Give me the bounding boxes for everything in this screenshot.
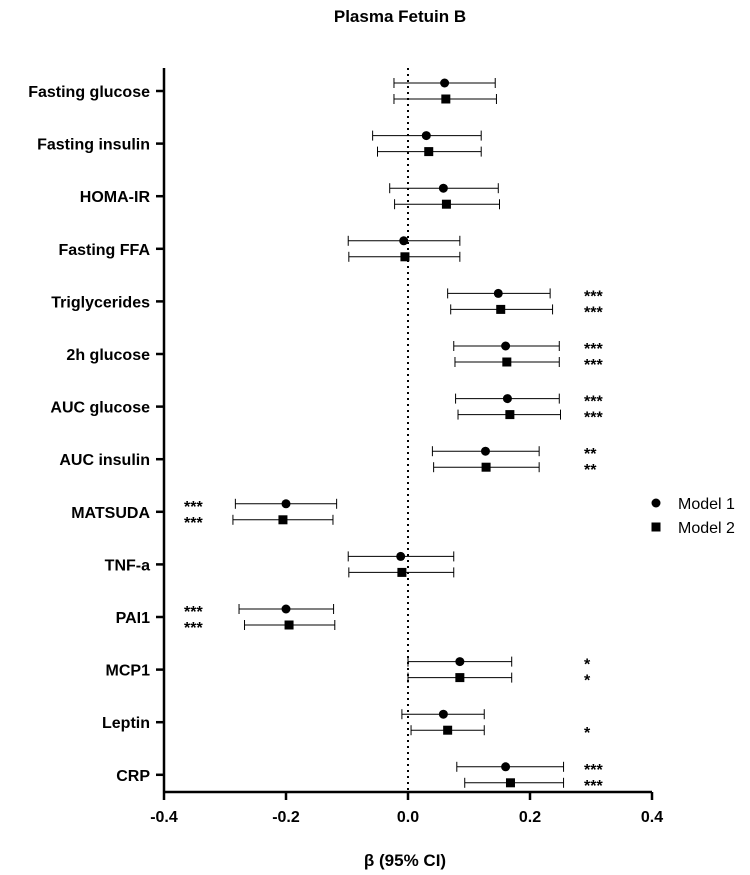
x-tick-label: -0.4 <box>150 809 178 826</box>
category-label: Fasting insulin <box>37 137 150 154</box>
category-label: AUC insulin <box>59 452 150 469</box>
point-estimate-circle <box>501 762 511 772</box>
significance-stars: *** <box>584 762 603 779</box>
x-tick-label: 0.0 <box>397 809 419 826</box>
point-estimate-square <box>455 673 465 683</box>
category-label: Fasting glucose <box>28 84 150 101</box>
x-axis-label: β (95% CI) <box>364 851 446 870</box>
significance-stars: * <box>584 725 591 742</box>
point-estimate-circle <box>493 288 503 298</box>
point-estimate-circle <box>396 551 406 561</box>
point-estimate-circle <box>281 499 291 509</box>
x-tick-label: 0.4 <box>641 809 663 826</box>
significance-stars: *** <box>184 620 203 637</box>
significance-stars: *** <box>584 304 603 321</box>
significance-stars: * <box>584 657 591 674</box>
point-estimate-square <box>424 147 434 157</box>
significance-stars: * <box>584 673 591 690</box>
significance-stars: *** <box>584 778 603 795</box>
significance-stars: ** <box>584 462 597 479</box>
point-estimate-square <box>505 410 515 420</box>
category-label: PAI1 <box>116 610 150 627</box>
point-estimate-square <box>278 515 288 525</box>
significance-stars: *** <box>184 604 203 621</box>
point-estimate-circle <box>438 709 448 719</box>
x-tick-label: 0.2 <box>519 809 541 826</box>
significance-stars: *** <box>584 394 603 411</box>
legend-marker-square <box>651 522 661 532</box>
category-label: TNF-a <box>105 557 150 574</box>
chart-title: Plasma Fetuin B <box>334 7 466 26</box>
category-label: Fasting FFA <box>58 242 150 259</box>
category-label: CRP <box>116 768 150 785</box>
significance-stars: ** <box>584 446 597 463</box>
point-estimate-square <box>441 94 451 104</box>
significance-stars: *** <box>584 410 603 427</box>
category-label: MCP1 <box>106 663 151 680</box>
point-estimate-square <box>496 304 506 314</box>
significance-stars: *** <box>584 288 603 305</box>
point-estimate-square <box>400 252 410 262</box>
point-estimate-circle <box>501 341 511 351</box>
point-estimate-square <box>505 778 515 788</box>
category-label: AUC glucose <box>50 400 150 417</box>
point-estimate-square <box>284 620 294 630</box>
point-estimate-circle <box>480 446 490 456</box>
point-estimate-square <box>443 725 453 735</box>
significance-stars: *** <box>584 341 603 358</box>
point-estimate-circle <box>281 604 291 614</box>
category-label: 2h glucose <box>66 347 150 364</box>
significance-stars: *** <box>184 499 203 516</box>
category-label: Leptin <box>102 715 150 732</box>
point-estimate-circle <box>440 78 450 88</box>
point-estimate-square <box>397 567 407 577</box>
point-estimate-square <box>441 199 451 209</box>
point-estimate-circle <box>455 657 465 667</box>
significance-stars: *** <box>184 515 203 532</box>
point-estimate-circle <box>502 394 512 404</box>
point-estimate-square <box>481 462 491 472</box>
category-label: MATSUDA <box>71 505 150 522</box>
point-estimate-circle <box>421 131 431 141</box>
x-tick-label: -0.2 <box>272 809 300 826</box>
point-estimate-circle <box>438 183 448 193</box>
category-label: Triglycerides <box>51 294 150 311</box>
legend-label: Model 2 <box>678 520 735 537</box>
category-label: HOMA-IR <box>80 189 151 206</box>
point-estimate-circle <box>399 236 409 246</box>
legend-label: Model 1 <box>678 496 735 513</box>
legend-marker-circle <box>651 498 661 508</box>
significance-stars: *** <box>584 357 603 374</box>
point-estimate-square <box>502 357 512 367</box>
